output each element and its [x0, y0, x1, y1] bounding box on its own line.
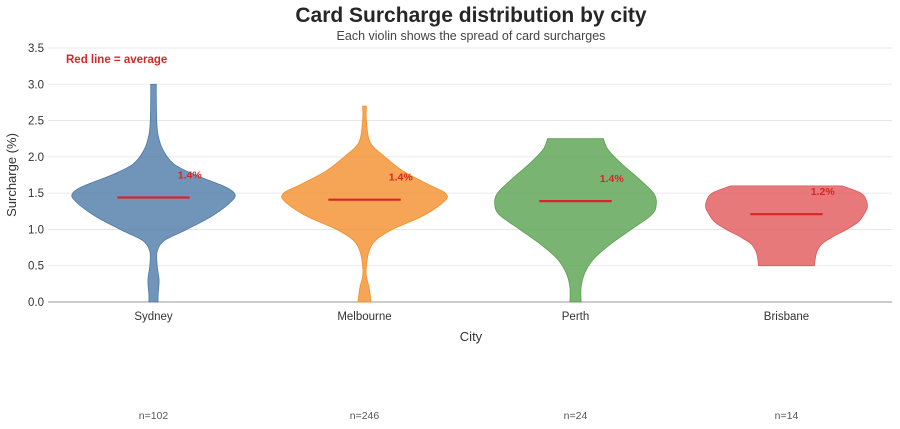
chart-title: Card Surcharge distribution by city [295, 4, 647, 27]
y-tick-label: 2.5 [28, 116, 44, 128]
violin-brisbane [705, 185, 868, 267]
y-tick-label: 3.0 [28, 79, 44, 91]
average-label: 1.4% [178, 169, 203, 181]
x-axis-label: City [460, 329, 483, 344]
sample-count: n=246 [350, 410, 380, 422]
x-tick-label: Perth [562, 311, 590, 323]
sample-counts: n=102 n=246 n=24 n=14 [139, 410, 799, 422]
violin-melbourne [281, 105, 448, 303]
violin-perth [494, 138, 657, 303]
x-axis-ticks: Sydney Melbourne Perth Brisbane [134, 311, 809, 323]
violins: 1.4% 1.4% 1.4% 1.2% [71, 83, 868, 303]
y-tick-label: 2.0 [28, 152, 44, 164]
y-tick-label: 3.5 [28, 43, 44, 55]
sample-count: n=102 [139, 410, 169, 422]
sample-count: n=24 [564, 410, 588, 422]
x-tick-label: Brisbane [764, 311, 809, 323]
average-label: 1.2% [811, 186, 836, 198]
y-tick-label: 1.5 [28, 188, 44, 200]
sample-count: n=14 [775, 410, 799, 422]
x-tick-label: Melbourne [337, 311, 391, 323]
x-tick-label: Sydney [134, 311, 173, 323]
average-label: 1.4% [389, 172, 414, 184]
chart-subtitle: Each violin shows the spread of card sur… [337, 29, 606, 43]
y-tick-label: 1.0 [28, 224, 44, 236]
y-axis-ticks: 0.0 0.5 1.0 1.5 2.0 2.5 3.0 3.5 [28, 43, 44, 309]
average-note: Red line = average [66, 54, 167, 66]
average-label: 1.4% [600, 173, 625, 185]
y-axis-label: Surcharge (%) [4, 133, 19, 217]
y-tick-label: 0.0 [28, 297, 44, 309]
violin-sydney [71, 83, 236, 303]
y-tick-label: 0.5 [28, 261, 44, 273]
